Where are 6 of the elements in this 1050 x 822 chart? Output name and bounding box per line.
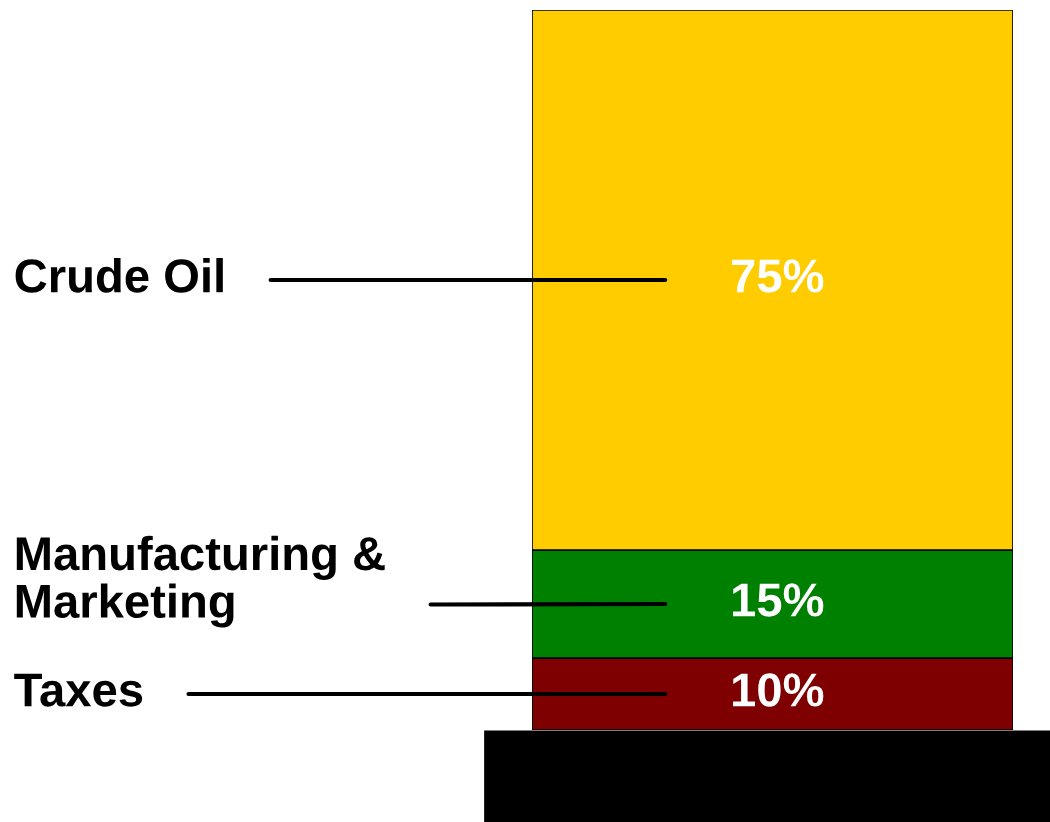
data-label: 75% xyxy=(732,259,824,293)
data-label: 15% xyxy=(733,583,824,617)
legend-label: Manufacturing & Marketing xyxy=(16,535,385,628)
data-label: 10% xyxy=(733,673,824,707)
text: Crude Oil xyxy=(15,257,223,293)
text: Taxes xyxy=(14,673,143,707)
